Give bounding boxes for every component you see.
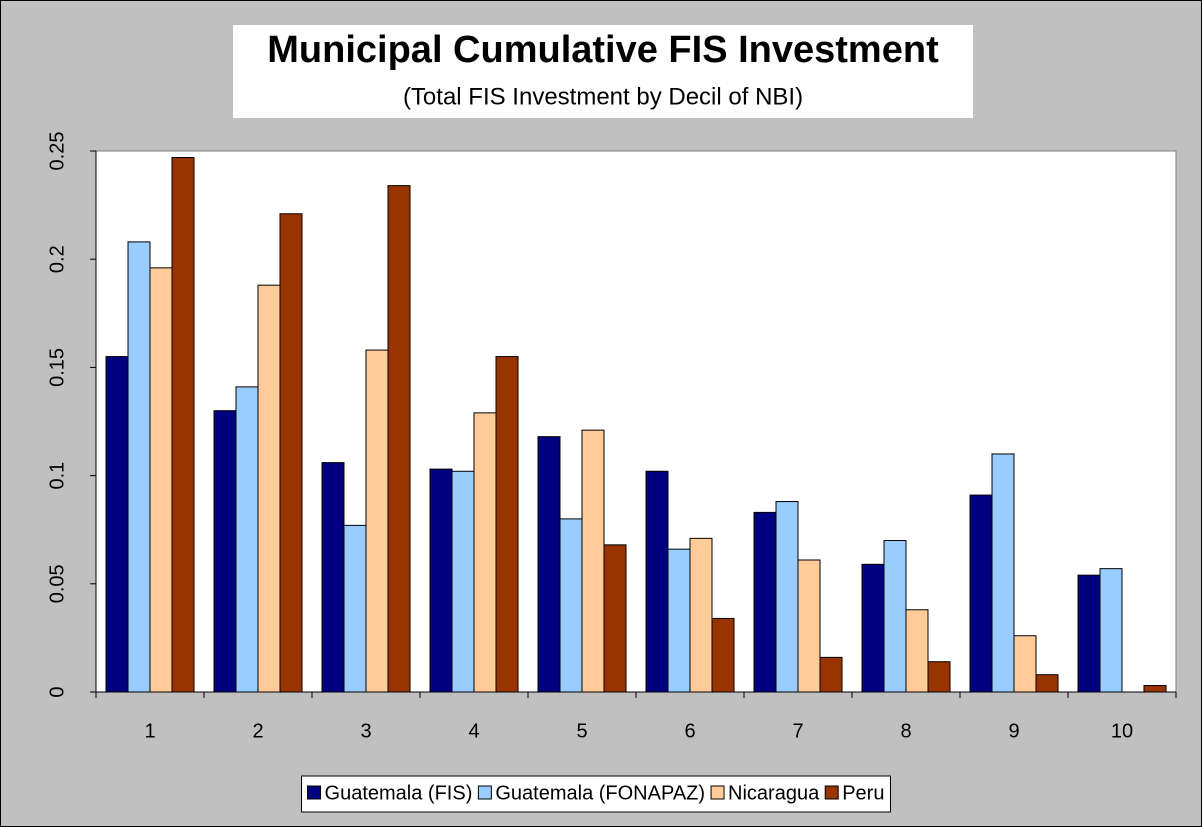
bar <box>429 468 453 693</box>
bar <box>667 548 691 693</box>
bar <box>149 267 173 693</box>
bar <box>171 156 195 693</box>
bar <box>495 356 519 693</box>
bar <box>969 494 993 693</box>
bar <box>861 563 885 693</box>
x-tick-label: 8 <box>900 720 911 742</box>
bar <box>279 213 303 693</box>
x-tick-label: 5 <box>576 720 587 742</box>
bar <box>689 537 713 693</box>
bar <box>581 429 605 693</box>
x-tick-label: 6 <box>684 720 695 742</box>
bar <box>1013 635 1037 693</box>
bar <box>883 540 907 693</box>
bar <box>927 661 951 693</box>
bar <box>387 185 411 693</box>
legend-label: Guatemala (FONAPAZ) <box>495 782 705 804</box>
bar <box>235 386 259 693</box>
bar <box>797 559 821 693</box>
bar <box>451 470 475 693</box>
bar <box>1099 568 1123 693</box>
y-tick-label: 0.1 <box>46 462 68 490</box>
x-tick-label: 1 <box>144 720 155 742</box>
legend-label: Guatemala (FIS) <box>325 782 473 804</box>
bar <box>213 410 237 693</box>
bar <box>1143 685 1167 693</box>
legend-label: Peru <box>842 782 884 804</box>
y-tick-label: 0.2 <box>46 245 68 273</box>
bar <box>711 617 735 693</box>
bar <box>1035 674 1059 693</box>
legend-swatch <box>710 785 725 800</box>
x-tick-label: 3 <box>360 720 371 742</box>
bar <box>1077 574 1101 693</box>
bar <box>645 470 669 693</box>
x-tick-label: 9 <box>1008 720 1019 742</box>
chart-subtitle: (Total FIS Investment by Decil of NBI) <box>403 83 803 110</box>
legend-swatch <box>477 785 492 800</box>
legend-box <box>301 775 891 813</box>
legend-swatch <box>824 785 839 800</box>
bar <box>991 453 1015 693</box>
title-box <box>233 25 973 118</box>
bar <box>105 356 129 693</box>
bar <box>321 462 345 693</box>
bar <box>257 284 281 693</box>
bar <box>365 349 389 693</box>
bar <box>905 609 929 693</box>
y-tick-label: 0.15 <box>46 348 68 387</box>
bar <box>473 412 497 693</box>
bar <box>753 511 777 693</box>
legend: Guatemala (FIS) Guatemala (FONAPAZ) Nicara… <box>301 775 891 813</box>
x-tick-label: 7 <box>792 720 803 742</box>
bar <box>343 524 367 693</box>
bar <box>537 436 561 693</box>
x-tick-label: 10 <box>1111 720 1133 742</box>
bar <box>603 544 627 693</box>
x-tick-label: 4 <box>468 720 479 742</box>
x-tick-label: 2 <box>252 720 263 742</box>
y-tick-label: 0.05 <box>46 564 68 603</box>
y-tick-label: 0 <box>46 686 68 697</box>
bar <box>819 656 843 693</box>
bar <box>127 241 151 693</box>
bar <box>559 518 583 693</box>
legend-label: Nicaragua <box>728 782 820 804</box>
y-tick-label: 0.25 <box>46 132 68 171</box>
chart-title: Municipal Cumulative FIS Investment <box>267 29 939 71</box>
legend-swatch <box>307 785 322 800</box>
bar <box>775 501 799 693</box>
